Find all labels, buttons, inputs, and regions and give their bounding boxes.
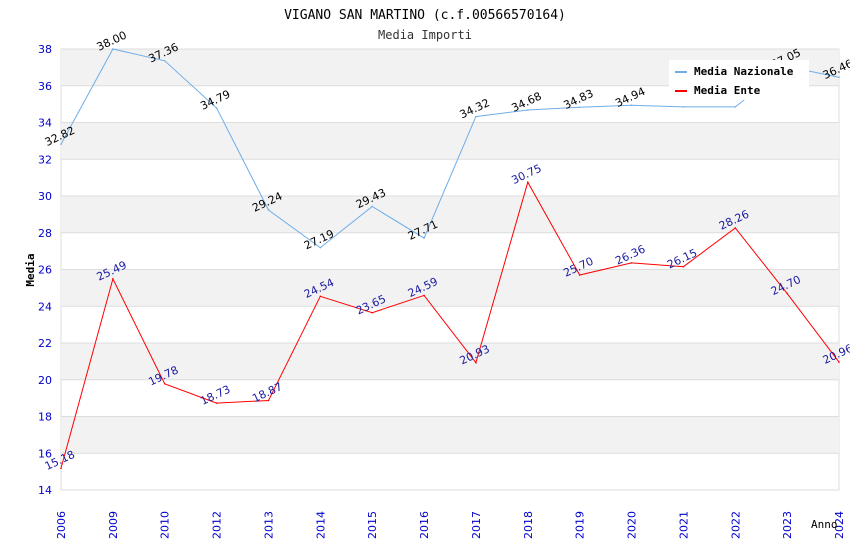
x-tick-label: 2012 [211,511,224,539]
y-tick-label: 34 [38,117,52,130]
y-tick-label: 22 [38,337,52,350]
x-tick-label: 2018 [522,511,535,539]
y-axis-label: Media [24,253,37,286]
data-point [630,104,633,107]
y-tick-label: 36 [38,80,52,93]
data-point [682,106,685,108]
x-tick-label: 2017 [470,511,483,539]
x-axis-label: Anno [811,518,838,531]
data-point [527,109,529,111]
legend: Media Nazionale Media Ente [669,60,809,100]
plot-band [61,122,839,160]
data-point [319,295,322,298]
grid-lines [61,48,839,491]
data-point [527,181,529,184]
legend-label-nazionale: Media Nazionale [694,65,794,78]
data-point [215,402,218,404]
plot-band [61,416,839,454]
data-point [163,382,166,385]
plot-band [61,269,839,307]
data-point [423,294,425,297]
y-tick-label: 32 [38,153,52,166]
legend-box [669,60,809,100]
data-point [423,237,425,239]
data-point [112,278,114,280]
legend-label-ente: Media Ente [694,84,761,97]
plot-band [61,196,839,233]
data-point [682,265,685,268]
x-axis-ticks: 2006 2009 2010 2012 2013 2014 2015 2016 2017 2018… [55,511,846,539]
series-line-nazionale [60,48,840,249]
x-tick-label: 2014 [314,511,327,539]
x-tick-label: 2023 [781,511,794,539]
y-tick-label: 28 [38,227,52,240]
data-point [163,59,166,62]
y-tick-label: 24 [38,300,52,313]
y-tick-label: 14 [38,484,52,497]
x-tick-label: 2009 [107,511,120,539]
series-line-ente [60,180,840,469]
data-point [838,361,840,363]
x-tick-label: 2013 [262,511,275,539]
data-point [475,115,477,118]
x-tick-label: 2022 [729,511,742,539]
data-point [371,205,374,208]
x-tick-label: 2010 [159,511,172,539]
y-tick-label: 30 [38,190,52,203]
y-tick-label: 20 [38,374,52,387]
x-tick-label: 2021 [677,511,690,539]
data-point [734,106,737,108]
data-point [578,274,581,276]
plot-band [61,343,839,380]
x-tick-label: 2006 [55,511,68,539]
x-tick-label: 2015 [366,511,379,539]
data-point [786,292,788,295]
y-axis-ticks: 14 16 18 20 22 24 26 28 30 32 34 36 38 [38,43,52,497]
chart-subtitle: Media Importi [378,28,472,42]
data-point [267,209,270,211]
x-tick-label: 2016 [418,511,431,539]
x-tick-label: 2024 [833,511,846,539]
data-point [267,399,270,402]
data-point [838,76,840,79]
x-tick-label: 2019 [574,511,587,539]
x-tick-label: 2020 [626,511,639,539]
data-point [475,361,477,364]
y-tick-label: 26 [38,264,52,277]
data-point [60,143,62,145]
data-point [734,227,737,229]
data-point [578,106,581,109]
y-tick-label: 38 [38,43,52,56]
data-point [215,107,218,109]
data-point [630,262,633,264]
y-tick-label: 18 [38,411,52,424]
data-point [371,311,374,314]
data-point [112,48,114,50]
data-point [60,467,62,470]
chart-title: VIGANO SAN MARTINO (c.f.00566570164) [284,8,566,23]
data-point [319,246,322,249]
y-tick-label: 16 [38,447,52,460]
series-lines [60,48,840,470]
